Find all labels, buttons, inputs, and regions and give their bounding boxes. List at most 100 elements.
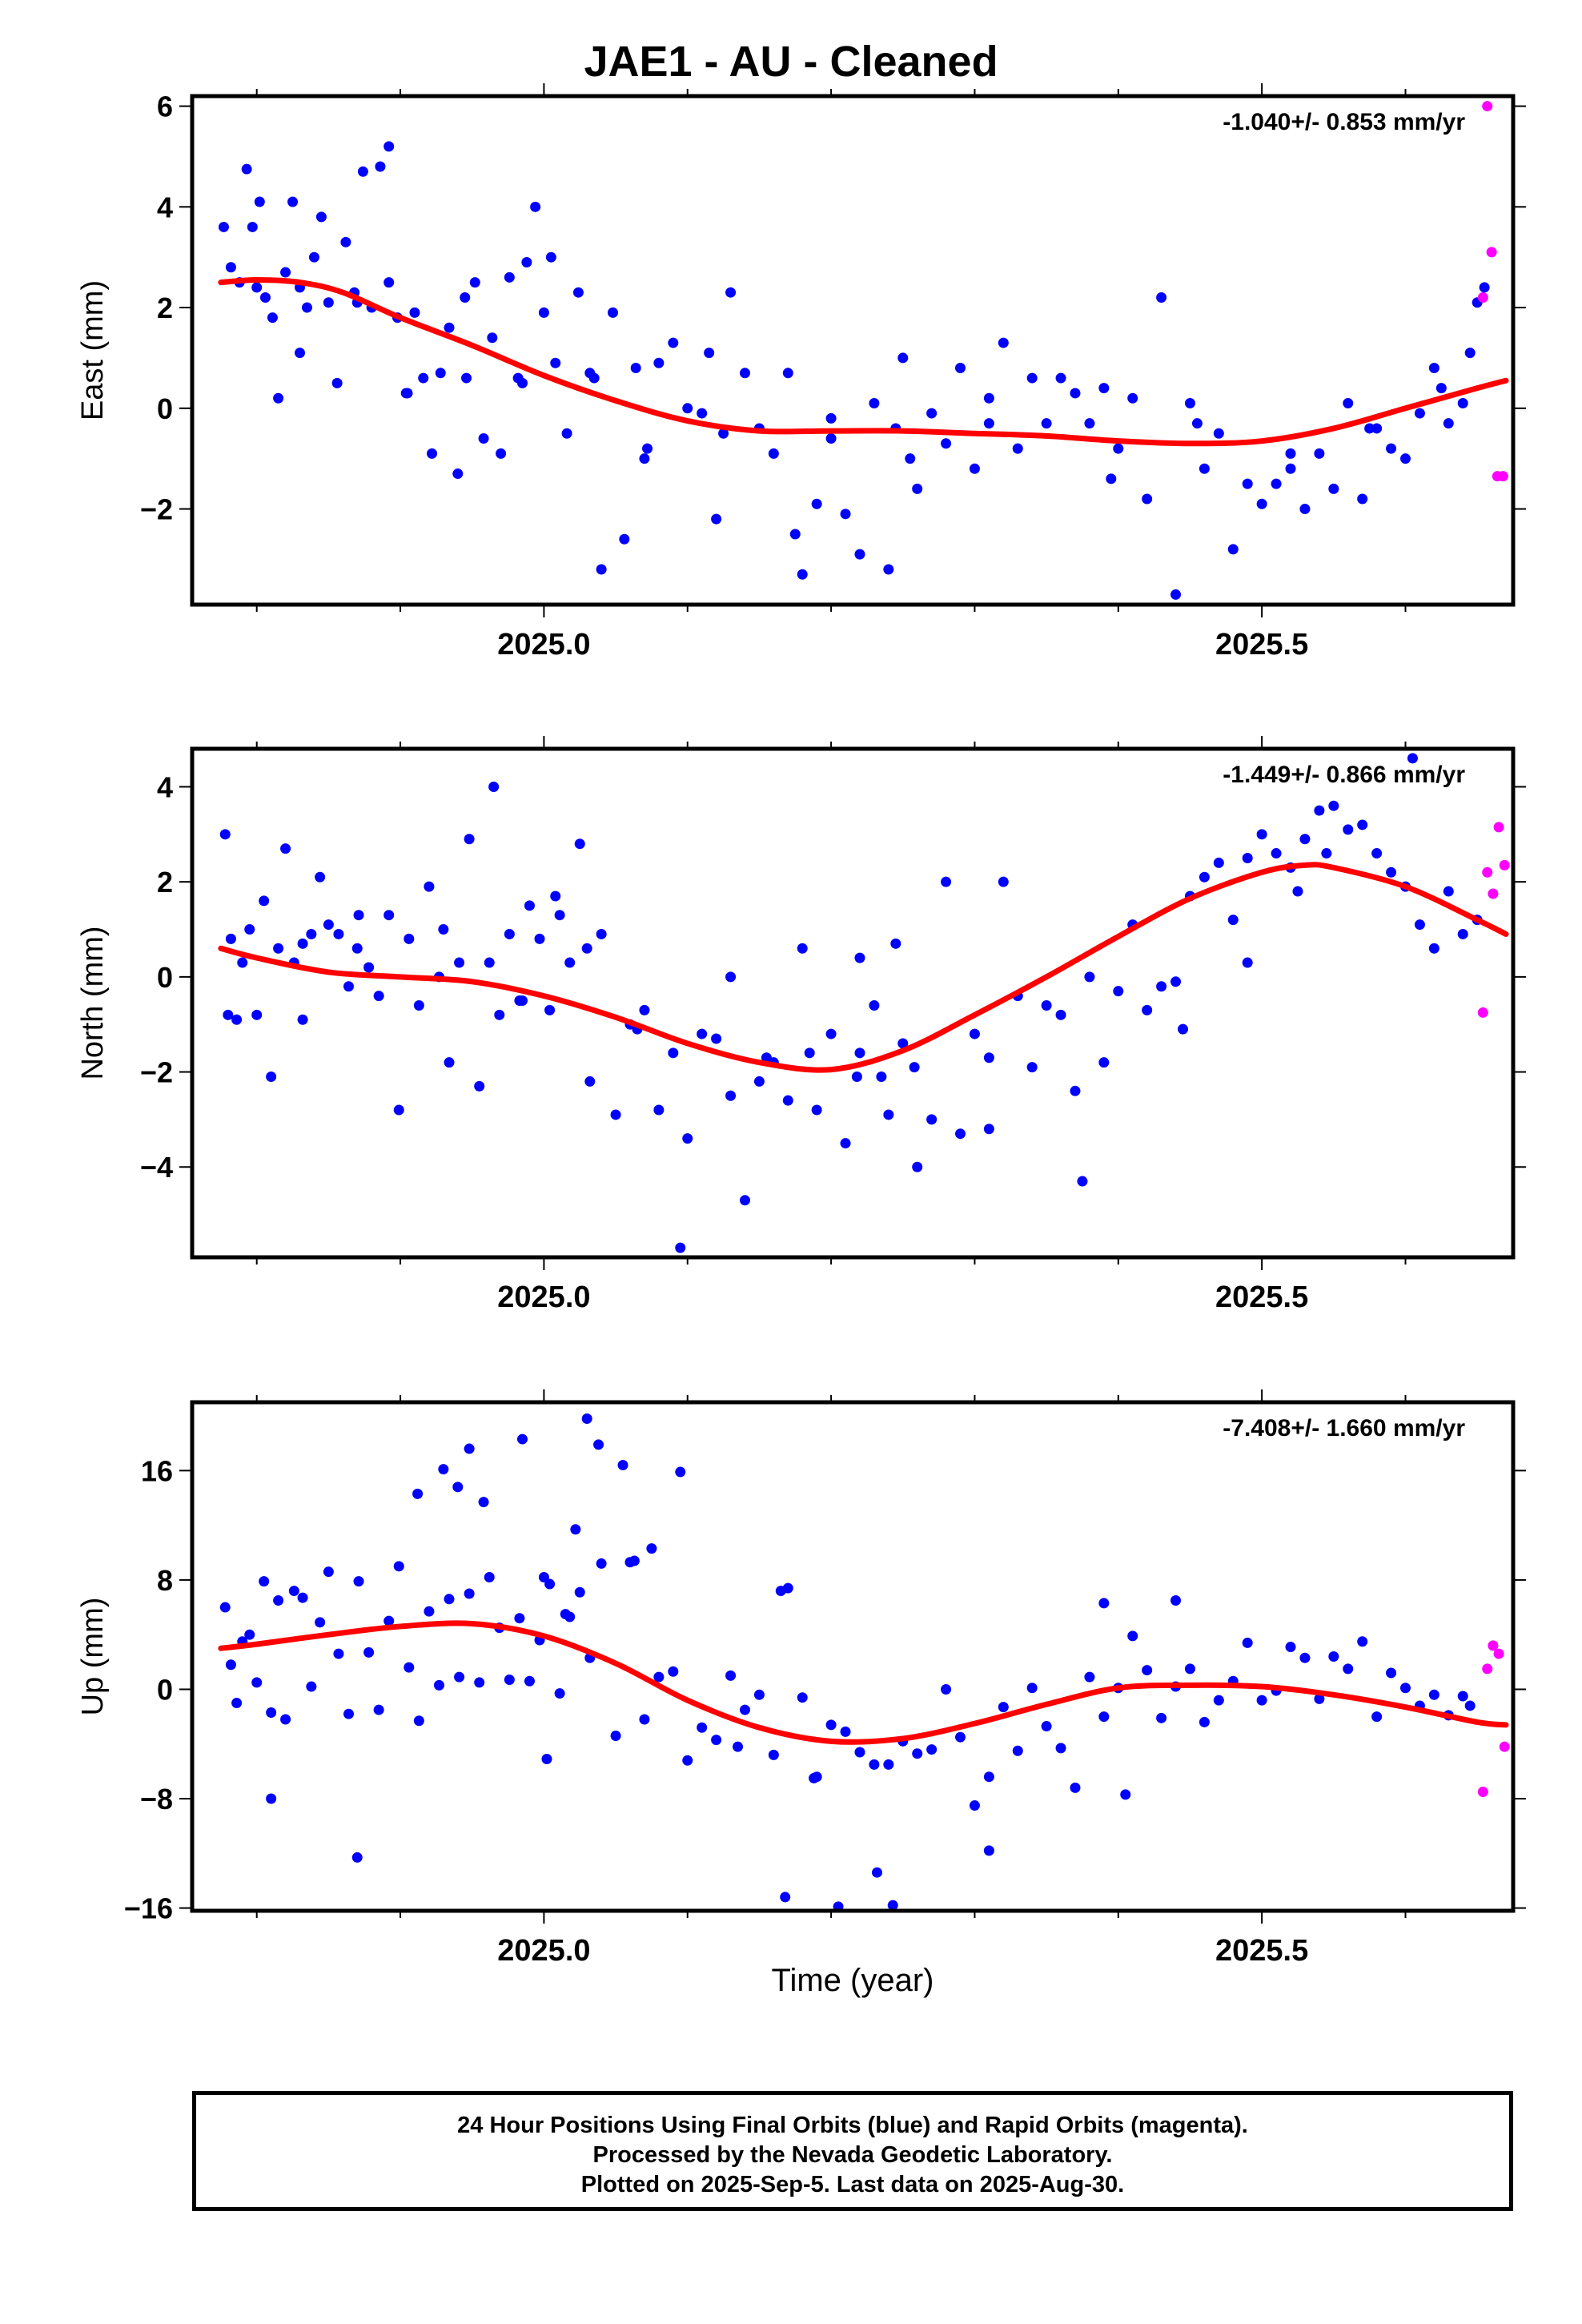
up-final-point — [682, 1755, 693, 1766]
up-final-point — [504, 1675, 515, 1686]
east-final-point — [926, 408, 938, 419]
north-final-point — [574, 838, 585, 850]
north-final-point — [550, 891, 561, 902]
east-final-point — [218, 221, 229, 232]
east-ytick-label: 4 — [157, 191, 173, 223]
north-final-point — [1070, 1085, 1081, 1096]
up-final-point — [351, 1852, 363, 1863]
up-xtick-label: 2025.5 — [1215, 1934, 1308, 1968]
up-final-point — [514, 1613, 525, 1624]
east-final-point — [1457, 398, 1468, 409]
north-final-point — [424, 881, 435, 892]
up-final-point — [926, 1744, 938, 1755]
east-final-point — [287, 196, 299, 207]
north-final-point — [266, 1071, 277, 1082]
east-final-point — [869, 398, 880, 409]
up-final-point — [315, 1617, 326, 1628]
east-final-point — [295, 348, 306, 359]
up-final-point — [412, 1488, 424, 1499]
east-final-point — [897, 352, 909, 364]
up-final-point — [343, 1708, 354, 1719]
north-final-point — [811, 1104, 822, 1116]
east-final-point — [825, 433, 837, 444]
north-final-point — [1414, 919, 1425, 931]
east-final-point — [478, 433, 489, 444]
east-final-point — [782, 368, 793, 379]
north-final-point — [851, 1071, 862, 1082]
up-final-point — [983, 1771, 994, 1783]
north-final-point — [883, 1109, 894, 1120]
up-final-point — [725, 1670, 737, 1681]
up-final-point — [797, 1692, 808, 1703]
north-final-point — [219, 829, 231, 840]
east-final-point — [427, 448, 438, 459]
north-final-point — [912, 1161, 923, 1172]
up-ytick-label: −16 — [124, 1892, 173, 1925]
east-final-point — [1184, 398, 1195, 409]
up-final-point — [538, 1571, 549, 1582]
north-xtick-label: 2025.5 — [1215, 1281, 1308, 1314]
east-final-point — [905, 453, 916, 464]
north-final-point — [1271, 848, 1282, 859]
north-final-point — [909, 1062, 920, 1073]
north-final-point — [668, 1047, 679, 1059]
up-ytick-label: 0 — [157, 1673, 173, 1706]
east-final-point — [639, 453, 650, 464]
up-final-point — [883, 1759, 894, 1770]
up-final-point — [464, 1443, 475, 1454]
north-final-point — [1199, 871, 1210, 883]
east-final-point — [1364, 423, 1375, 434]
east-final-point — [496, 448, 507, 459]
up-ytick-label: 8 — [157, 1564, 173, 1597]
up-final-point — [474, 1677, 485, 1688]
north-final-point — [782, 1095, 793, 1106]
east-final-point — [1106, 473, 1117, 485]
up-final-point — [1098, 1711, 1110, 1723]
north-final-point — [639, 1004, 650, 1015]
up-final-point — [739, 1704, 750, 1715]
east-final-point — [1256, 498, 1267, 509]
up-final-point — [219, 1602, 231, 1613]
east-final-point — [340, 236, 351, 247]
east-xtick-label: 2025.0 — [497, 628, 590, 661]
up-rapid-point — [1493, 1648, 1504, 1659]
north-final-point — [306, 928, 317, 939]
east-final-point — [530, 201, 541, 212]
north-final-point — [682, 1133, 693, 1144]
east-final-point — [1012, 443, 1023, 454]
east-final-point — [561, 428, 572, 439]
footer-line-1: 24 Hour Positions Using Final Orbits (bl… — [457, 2113, 1248, 2138]
east-final-point — [1113, 443, 1124, 454]
east-ytick-label: 0 — [157, 392, 173, 425]
east-final-point — [969, 463, 980, 474]
up-final-point — [753, 1689, 765, 1700]
up-final-point — [581, 1413, 592, 1424]
up-final-point — [1055, 1743, 1066, 1754]
up-final-point — [871, 1867, 882, 1878]
north-final-point — [739, 1195, 750, 1206]
north-final-point — [383, 910, 395, 921]
north-final-point — [1084, 971, 1095, 983]
east-final-point — [1479, 282, 1490, 293]
north-ytick-label: −2 — [140, 1056, 173, 1089]
north-final-point — [1113, 986, 1124, 997]
north-final-point — [438, 924, 449, 935]
up-final-point — [560, 1609, 571, 1620]
east-final-point — [883, 564, 894, 575]
north-panel: 2025.0 2025.5 −4 −2 0 2 4 North (mm) -1.449+/- 0… — [76, 736, 1526, 1314]
up-final-point — [1041, 1721, 1052, 1732]
east-final-point — [704, 348, 715, 359]
north-final-point — [1242, 852, 1253, 863]
up-fit-line — [218, 1620, 1509, 1745]
east-final-point — [998, 337, 1009, 348]
up-final-point — [280, 1714, 291, 1725]
up-final-point — [438, 1464, 449, 1475]
up-data — [218, 1413, 1510, 1911]
north-final-point — [237, 957, 248, 968]
north-final-point — [926, 1114, 938, 1125]
up-final-point — [225, 1659, 236, 1671]
north-final-point — [1227, 915, 1239, 926]
north-final-point — [825, 1028, 837, 1039]
north-ytick-label: 4 — [157, 770, 173, 803]
east-final-point — [375, 161, 386, 172]
